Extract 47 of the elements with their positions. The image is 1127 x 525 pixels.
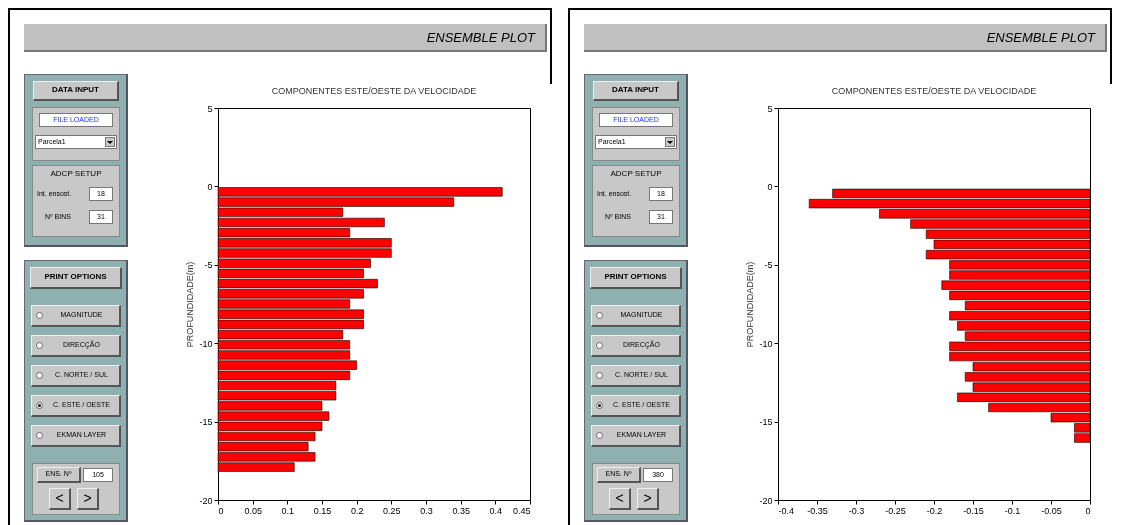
text: ADCP SETUP [49, 169, 103, 178]
text: < [49, 488, 71, 510]
y-tick-label: -20 [759, 495, 773, 506]
x-tick-label: 0.35 [452, 505, 470, 516]
x-tick-label: -0.25 [885, 505, 906, 516]
x-tick-label: -0.4 [778, 505, 795, 516]
y-tick-label: -15 [759, 417, 773, 428]
text: > [637, 488, 659, 510]
x-tick-label: 0.2 [350, 505, 364, 516]
y-tick-label: 0 [207, 181, 213, 192]
x-tick-label: -0.05 [1041, 505, 1062, 516]
x-tick-label: 0.25 [383, 505, 401, 516]
text: < [609, 488, 631, 510]
x-tick-label: 0.05 [244, 505, 262, 516]
text: PRINT OPTIONS [30, 267, 122, 289]
x-tick-label: -0.1 [1004, 505, 1021, 516]
y-tick-label: -10 [759, 338, 773, 349]
text: DATA INPUT [593, 81, 679, 101]
x-tick-label: 0.3 [420, 505, 433, 516]
y-axis-title: PROFUNDIDADE(m) [745, 261, 756, 348]
x-tick-label: 0.45 [512, 505, 531, 516]
x-tick-label: 0 [218, 505, 224, 516]
x-tick-label: -0.2 [926, 505, 943, 516]
chart-title: COMPONENTES ESTE/OESTE DA VELOCIDADE [831, 86, 1037, 96]
text: ENSEMBLE PLOT [986, 30, 1095, 45]
text: > [77, 488, 99, 510]
text: ADCP SETUP [609, 169, 663, 178]
y-axis-title: PROFUNDIDADE(m) [185, 261, 196, 348]
y-tick-label: 5 [767, 103, 773, 114]
chart-title: COMPONENTES ESTE/OESTE DA VELOCIDADE [271, 86, 477, 96]
y-tick-label: -10 [199, 338, 213, 349]
x-tick-label: -0.15 [963, 505, 984, 516]
x-tick-label: 0 [1085, 505, 1091, 516]
y-tick-label: -5 [204, 260, 213, 271]
y-tick-label: 5 [207, 103, 213, 114]
y-tick-label: -5 [764, 260, 773, 271]
text: PRINT OPTIONS [590, 267, 682, 289]
x-tick-label: 0.1 [281, 505, 295, 516]
text: ENSEMBLE PLOT [426, 30, 535, 45]
y-tick-label: 0 [767, 181, 773, 192]
y-tick-label: -15 [199, 417, 213, 428]
text: DATA INPUT [33, 81, 119, 101]
x-tick-label: 0.4 [489, 505, 503, 516]
x-tick-label: -0.3 [848, 505, 865, 516]
y-tick-label: -20 [199, 495, 213, 506]
x-tick-label: -0.35 [807, 505, 828, 516]
x-tick-label: 0.15 [313, 505, 332, 516]
